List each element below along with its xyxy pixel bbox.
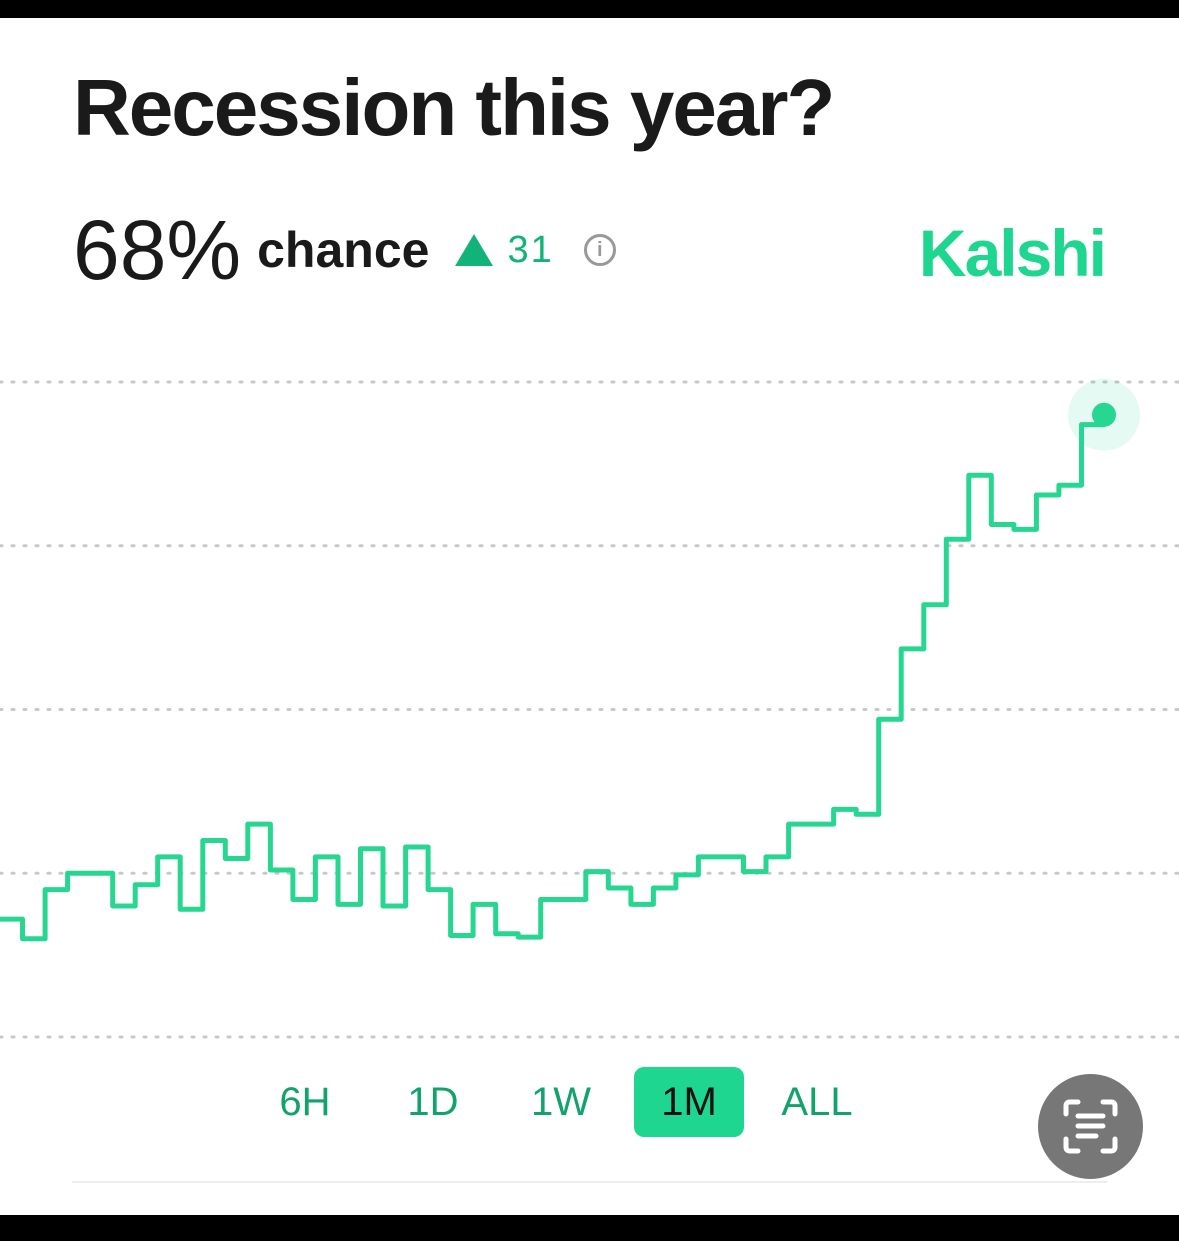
brand: Kalshi: [918, 216, 1107, 290]
probability-label: chance: [257, 222, 430, 278]
scan-icon: [1063, 1099, 1118, 1154]
up-arrow: [455, 234, 494, 266]
range-selector: 6H 1D 1W 1M ALL: [250, 1067, 890, 1137]
range-button[interactable]: ALL: [781, 1079, 853, 1124]
separator: [72, 1181, 1108, 1183]
range-button[interactable]: 1W: [531, 1079, 591, 1124]
probability: 68%: [73, 202, 242, 297]
stat-row: 68% chance 31 i: [73, 203, 616, 297]
info-icon[interactable]: i: [583, 234, 616, 266]
title: Recession this year?: [73, 63, 835, 152]
range-button[interactable]: 6H: [279, 1079, 331, 1124]
status-bar: [0, 0, 1179, 18]
range-button[interactable]: 1M: [634, 1067, 744, 1137]
current-point: [1092, 402, 1116, 427]
nav-bar: [0, 1215, 1179, 1241]
chart: [0, 378, 1179, 1039]
price-line: [0, 414, 1107, 942]
change: 31: [507, 228, 554, 271]
scan-button[interactable]: [1038, 1074, 1143, 1179]
range-button[interactable]: 1D: [407, 1079, 459, 1124]
